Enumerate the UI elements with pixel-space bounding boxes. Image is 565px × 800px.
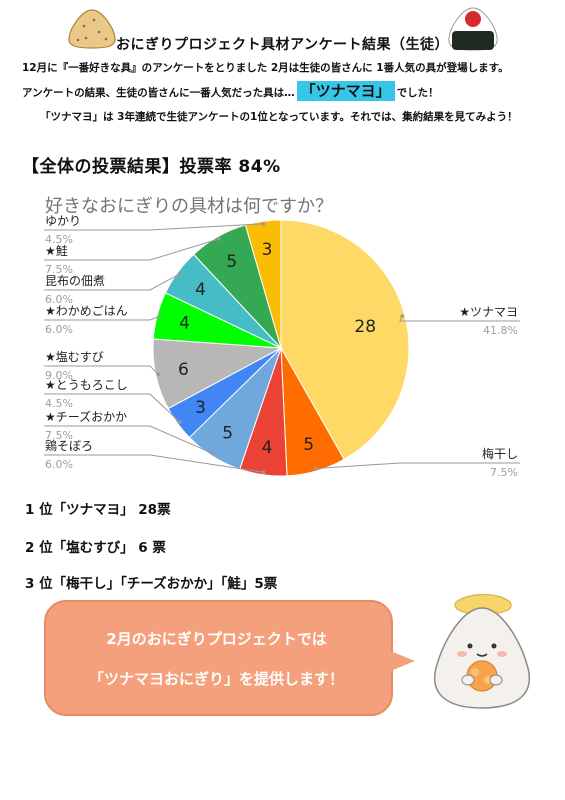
intro-line-2-suffix: でした！	[396, 87, 439, 99]
slice-value-label: 28	[354, 317, 376, 337]
slice-name-label: ★塩むすび	[45, 349, 104, 364]
bubble-line-2: 「ツナマヨおにぎり」を提供します！	[88, 670, 344, 688]
speech-bubble	[44, 600, 393, 716]
leader-dot	[178, 420, 182, 425]
leader-line	[44, 273, 181, 291]
slice-percent-label: 4.5%	[45, 397, 73, 410]
slice-percent-label: 9.0%	[45, 369, 73, 382]
bubble-line-1: 2月のおにぎりプロジェクトでは	[106, 630, 327, 648]
leader-line	[44, 425, 215, 455]
leader-line	[44, 365, 159, 375]
slice-name-label: 梅干し	[482, 446, 518, 461]
slice-percent-label: 7.5%	[45, 429, 73, 442]
slice-value-label: 4	[195, 280, 206, 300]
slice-value-label: 5	[222, 423, 233, 443]
slice-name-label: ★わかめごはん	[45, 303, 128, 318]
leader-line	[44, 315, 160, 321]
leader-dot	[217, 237, 221, 241]
slice-percent-label: 6.0%	[45, 458, 73, 471]
slice-value-label: 4	[179, 314, 190, 334]
slice-value-label: 3	[195, 398, 206, 418]
intro-line-2-prefix: アンケートの結果、生徒の皆さんに一番人気だった具は…	[22, 87, 295, 99]
pie-chart: 28545364453★ツナマヨ41.8%梅干し7.5%鶏そぼろ6.0%★チーズ…	[44, 214, 520, 479]
slice-name-label: 昆布の佃煮	[45, 274, 105, 288]
pie-slice	[280, 219, 410, 461]
slice-value-label: 6	[178, 360, 189, 380]
chart-title: 好きなおにぎりの具材は何ですか？	[45, 196, 333, 217]
rank-1: 1 位「ツナマヨ」 28票	[25, 502, 171, 518]
slice-percent-label: 6.0%	[45, 293, 73, 306]
rank-2: 2 位「塩むすび」 6 票	[25, 540, 166, 556]
leader-line	[44, 223, 264, 231]
leader-dot	[314, 466, 318, 471]
leader-line	[44, 238, 220, 261]
leader-dot	[212, 452, 216, 456]
slice-name-label: ★とうもろこし	[45, 378, 128, 392]
slice-value-label: 5	[303, 435, 314, 455]
slice-name-label: 鶏そぼろ	[45, 439, 93, 453]
slice-name-label: ゆかり	[45, 214, 81, 228]
slice-percent-label: 6.0%	[45, 323, 73, 336]
page-title: おにぎりプロジェクト具材アンケート結果（生徒）	[116, 37, 449, 53]
leader-line	[315, 462, 520, 469]
leader-line	[399, 315, 520, 322]
intro-line-1: 12月に『一番好きな具』のアンケートをとりました 2月は生徒の皆さんに 1番人気…	[22, 62, 509, 74]
slice-value-label: 5	[226, 252, 237, 272]
leader-dot	[157, 314, 162, 318]
slice-percent-label: 41.8%	[483, 324, 518, 337]
leader-dot	[178, 272, 182, 276]
onigiri-nori-icon	[448, 7, 498, 51]
slice-value-label: 3	[262, 240, 273, 260]
intro-line-2: アンケートの結果、生徒の皆さんに一番人気だった具は… 「ツナマヨ」 でした！	[22, 80, 547, 101]
leader-line	[44, 393, 181, 423]
onigiri-mascot-icon	[434, 593, 530, 709]
leader-dot	[400, 314, 405, 318]
leader-dot	[261, 470, 266, 475]
slice-name-label: ★ツナマヨ	[459, 305, 518, 319]
slice-percent-label: 7.5%	[45, 263, 73, 276]
leader-dot	[261, 222, 266, 226]
onigiri-rice-ball-icon	[68, 9, 116, 49]
slice-name-label: ★チーズおかか	[45, 409, 127, 424]
leader-dot	[156, 372, 161, 377]
slice-percent-label: 4.5%	[45, 233, 73, 246]
section-heading: 【全体の投票結果】投票率 84%	[22, 157, 281, 177]
rank-3: 3 位「梅干し」「チーズおかか」「鮭」5票	[25, 576, 278, 592]
slice-name-label: ★鮭	[45, 243, 68, 258]
slice-value-label: 4	[262, 438, 273, 458]
intro-line-3: 「ツナマヨ」は 3年連続で生徒アンケートの1位となっています。それでは、集約結果…	[40, 111, 518, 123]
leader-line	[44, 454, 264, 473]
slice-percent-label: 7.5%	[490, 466, 518, 479]
speech-bubble-tail	[383, 648, 415, 674]
intro-highlight: 「ツナマヨ」	[296, 81, 395, 101]
